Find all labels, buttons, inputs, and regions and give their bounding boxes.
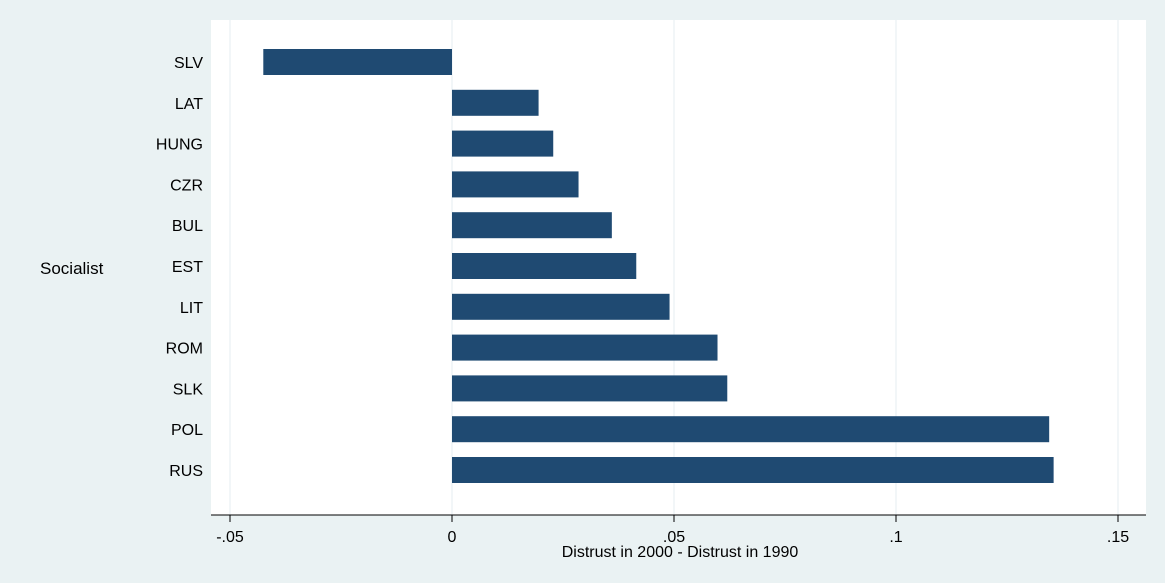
category-label-lat: LAT [175,96,203,113]
category-labels: SLV LAT HUNG CZR BUL EST LIT ROM SLK POL RUS [156,55,203,480]
bar-pol [452,416,1050,443]
bar-slv [263,49,452,75]
bar-rom [452,334,718,361]
bar-hung [452,130,554,157]
category-label-czr: CZR [170,177,203,194]
x-axis-title: Distrust in 2000 - Distrust in 1990 [562,544,799,561]
x-ticks: -.05 0 .05 .1 .15 [216,515,1129,546]
bar-slk [452,375,728,402]
bars [263,49,1054,483]
bar-bul [452,212,612,239]
category-label-est: EST [172,259,203,276]
bar-est [452,253,637,279]
bar-lit [452,293,670,320]
bar-rus [452,457,1054,483]
x-tick-label-2: .05 [663,529,685,546]
category-label-pol: POL [171,422,203,439]
category-label-rom: ROM [166,341,203,358]
category-label-lit: LIT [180,300,203,317]
bar-lat [452,89,539,116]
x-tick-label-0: -.05 [216,529,244,546]
bar-czr [452,171,579,198]
x-tick-label-1: 0 [448,529,457,546]
category-label-slv: SLV [174,55,203,72]
x-tick-label-4: .15 [1107,529,1129,546]
category-label-rus: RUS [169,463,203,480]
category-label-hung: HUNG [156,137,203,154]
group-label: Socialist [40,259,104,278]
category-label-slk: SLK [173,381,204,398]
x-tick-label-3: .1 [889,529,902,546]
category-label-bul: BUL [172,218,203,235]
